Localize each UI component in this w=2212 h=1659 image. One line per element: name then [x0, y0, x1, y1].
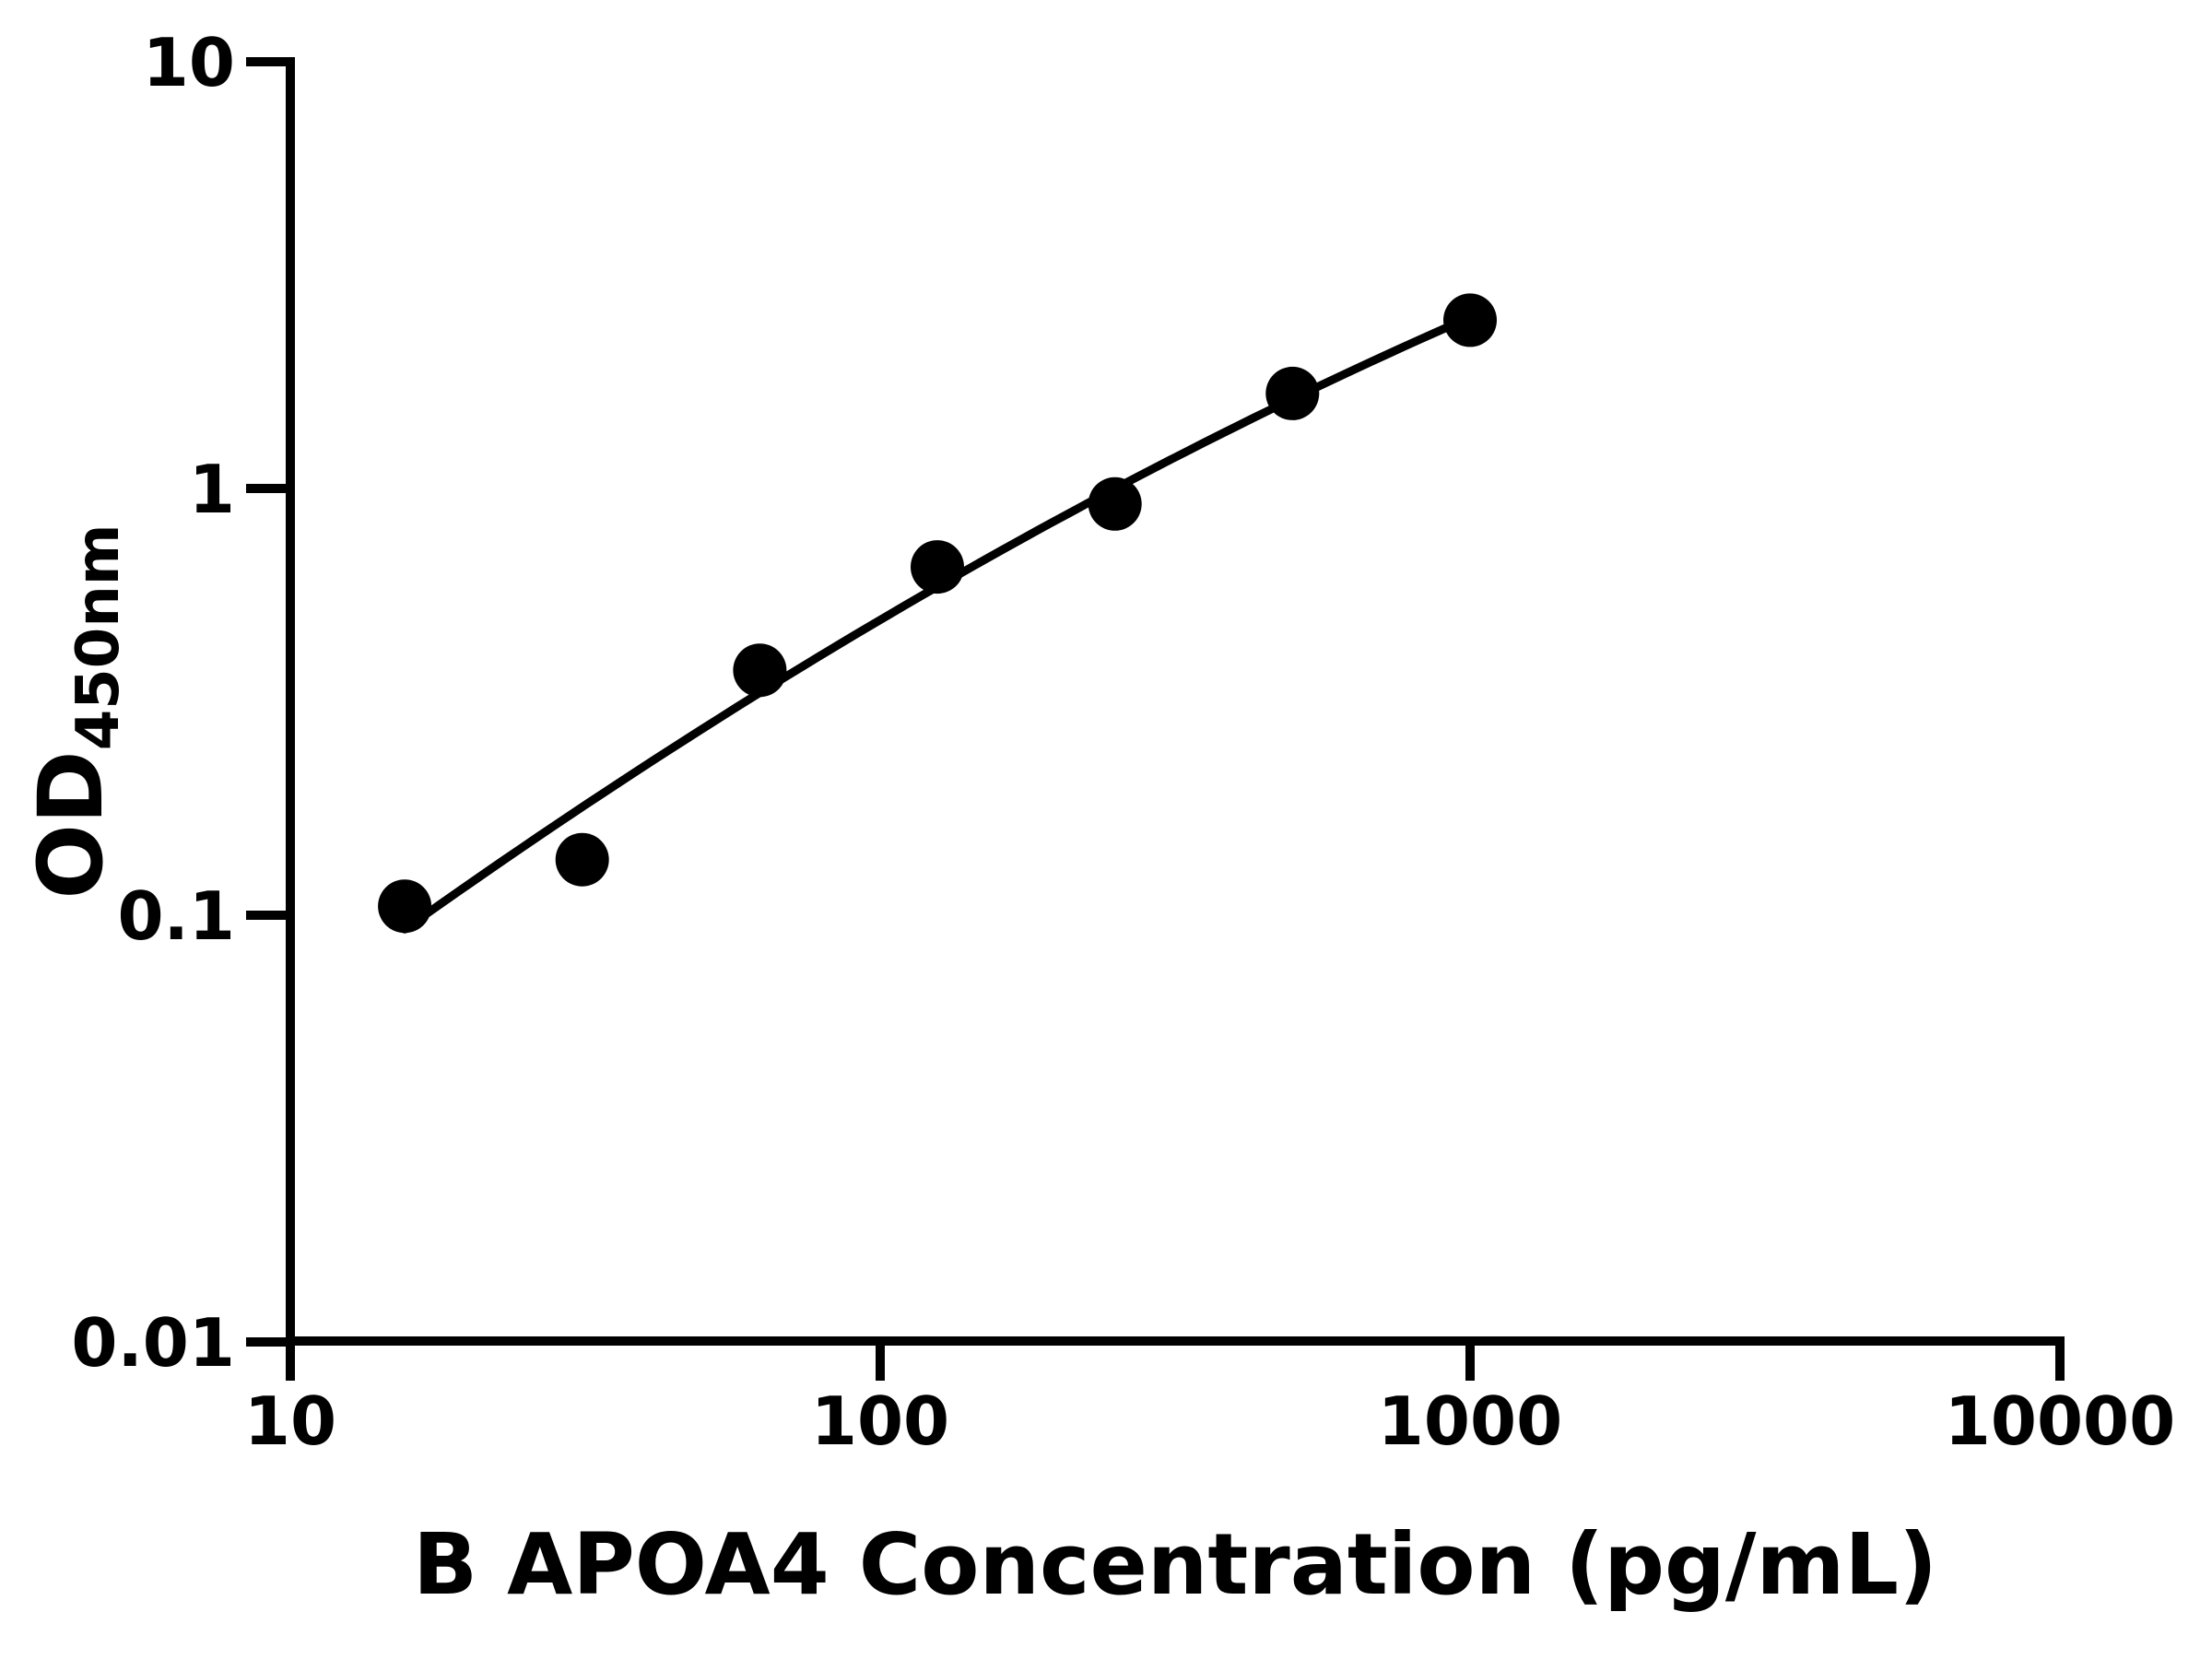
- x-tick-label-1000: 1000: [1378, 1382, 1562, 1460]
- y-tick-10: [246, 57, 286, 66]
- x-tick-10000: [2055, 1346, 2065, 1381]
- y-tick-label-0.01: 0.01: [71, 1304, 235, 1382]
- y-tick-0.1: [246, 911, 286, 920]
- data-point-15.63: [378, 879, 432, 934]
- y-tick-label-10: 10: [143, 24, 235, 101]
- data-point-62.5: [733, 643, 787, 698]
- y-tick-1: [246, 484, 286, 493]
- y-axis-label-wavelength-subscript: 450nm: [64, 524, 133, 751]
- x-tick-label-10000: 10000: [1945, 1382, 2176, 1460]
- x-tick-10: [286, 1346, 295, 1381]
- x-axis-line: [286, 1336, 2065, 1346]
- x-tick-label-10: 10: [244, 1382, 336, 1460]
- y-tick-label-0.1: 0.1: [117, 877, 235, 955]
- data-point-125: [911, 540, 964, 594]
- data-point-1000: [1443, 293, 1497, 347]
- x-tick-1000: [1465, 1346, 1475, 1381]
- data-point-31.25: [555, 832, 609, 887]
- y-axis-title-text: OD450nm: [19, 524, 133, 899]
- data-point-250: [1088, 477, 1142, 531]
- y-axis-line: [286, 57, 295, 1346]
- x-tick-label-100: 100: [811, 1382, 949, 1460]
- y-tick-0.01: [246, 1337, 286, 1347]
- x-axis-title-text: B APOA4 Concentration (pg/mL): [413, 1515, 1937, 1614]
- data-point-500: [1265, 366, 1320, 420]
- y-tick-label-1: 1: [189, 451, 235, 528]
- y-axis-label-od: OD: [19, 750, 124, 900]
- x-tick-100: [876, 1346, 885, 1381]
